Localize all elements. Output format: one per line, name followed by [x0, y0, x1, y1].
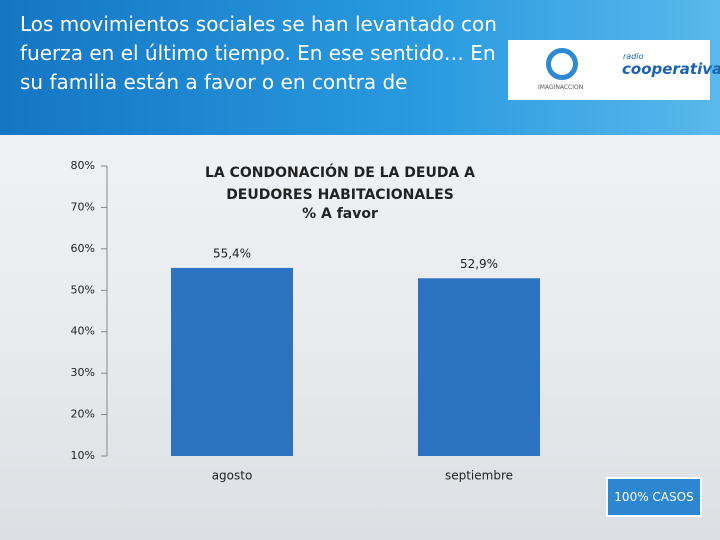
y-tick-label: 40% [71, 325, 95, 338]
slide-title: Los movimientos sociales se han levantad… [20, 12, 497, 94]
value-label: 52,9% [460, 257, 498, 271]
logo-text: radio [623, 52, 644, 61]
logo-box: IMAGINACCION radio cooperativa [508, 40, 720, 100]
logo-text: IMAGINACCION [538, 84, 584, 91]
logo-icon [546, 48, 578, 80]
chart-title: LA CONDONACIÓN DE LA DEUDA A DEUDORES HA… [205, 165, 475, 203]
y-tick-label: 50% [71, 283, 95, 296]
y-tick-label: 60% [71, 242, 95, 255]
y-tick-label: 80% [71, 159, 95, 172]
value-label: 55,4% [213, 246, 251, 260]
y-tick-label: 20% [71, 408, 95, 421]
x-tick-label: agosto [212, 469, 253, 483]
bar [171, 267, 293, 456]
y-tick-label: 70% [71, 200, 95, 213]
y-tick-label: 10% [71, 449, 95, 462]
chart-subtitle: % A favor [302, 206, 378, 222]
y-tick-label: 30% [71, 366, 95, 379]
x-tick-label: septiembre [445, 469, 513, 483]
bar [418, 278, 540, 456]
header-band: Los movimientos sociales se han levantad… [0, 0, 720, 135]
logo-text: cooperativa [622, 60, 720, 78]
footer-note: 100% CASOS [606, 477, 702, 517]
